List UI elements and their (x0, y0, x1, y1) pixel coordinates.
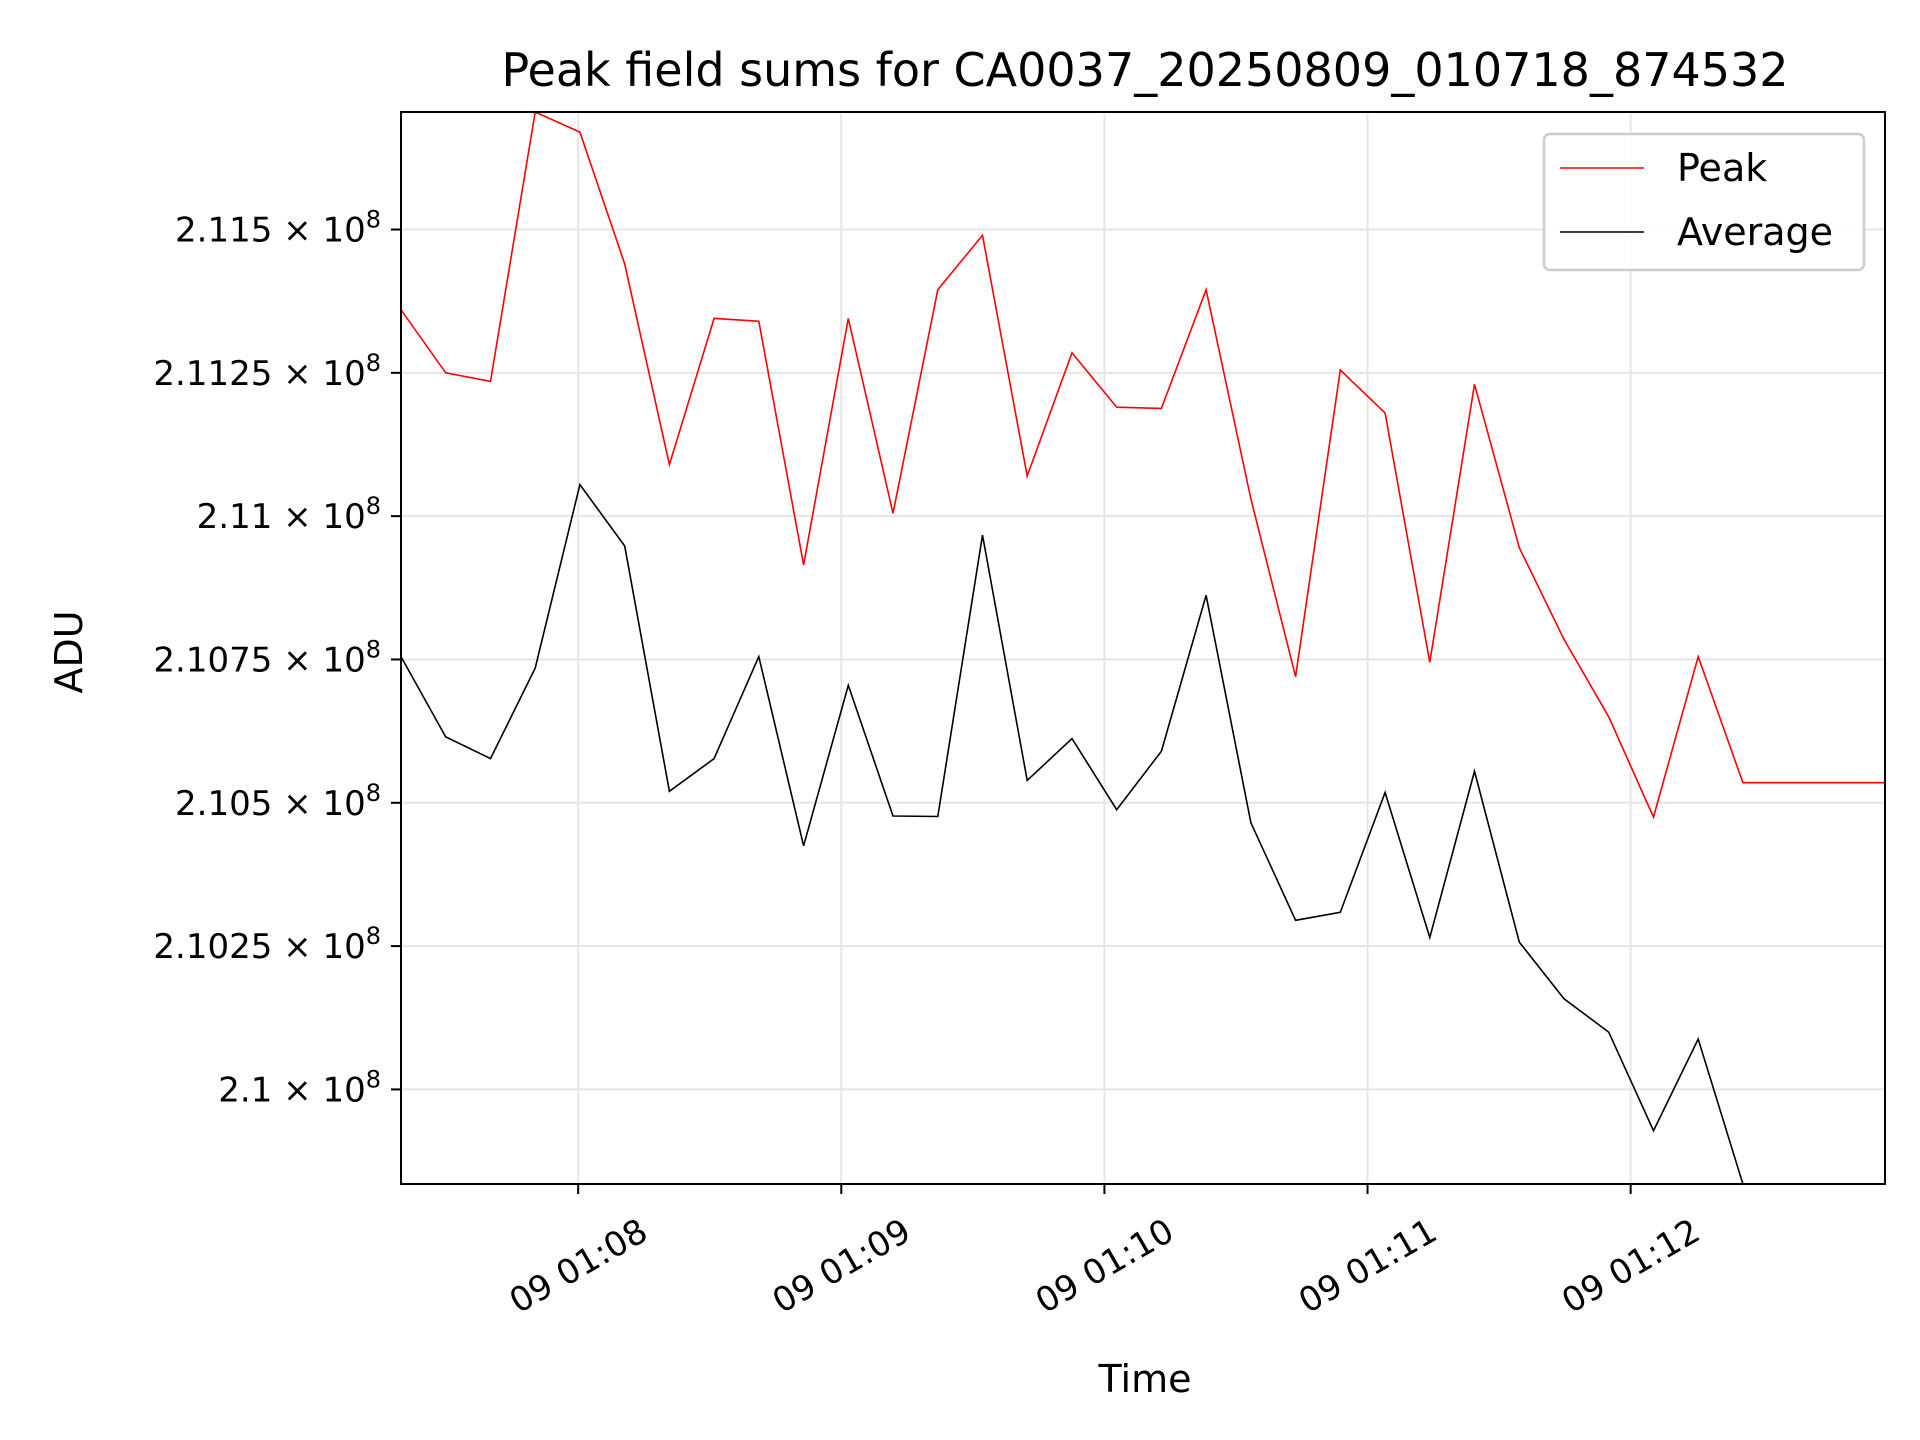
y-tick-label: 2.115 × 108 (175, 206, 381, 251)
y-tick-label: 2.1 × 108 (218, 1065, 381, 1110)
y-tick-exponent: 8 (366, 779, 381, 807)
y-axis-label: ADU (47, 610, 91, 693)
grid (401, 112, 1885, 1184)
legend-label-average: Average (1677, 210, 1833, 254)
y-tick-exponent: 8 (366, 635, 381, 663)
y-tick-mantissa: 2.11 × 10 (197, 497, 366, 537)
chart-title: Peak field sums for CA0037_20250809_0107… (501, 43, 1788, 97)
x-axis-label: Time (1098, 1357, 1192, 1401)
y-tick-label: 2.1075 × 108 (153, 635, 381, 680)
y-tick-label: 2.1125 × 108 (153, 349, 381, 394)
y-tick-label: 2.1025 × 108 (153, 922, 381, 967)
y-tick-mantissa: 2.105 × 10 (175, 784, 366, 824)
series-line-peak (401, 112, 1885, 820)
legend: Peak Average (1542, 132, 1866, 272)
y-tick-mantissa: 2.115 × 10 (175, 211, 366, 251)
y-tick-exponent: 8 (366, 1065, 381, 1093)
series-line-average (401, 482, 1885, 1184)
legend-label-peak: Peak (1677, 146, 1767, 190)
y-tick-mantissa: 2.1075 × 10 (153, 640, 365, 680)
series-lines (401, 112, 1885, 1184)
y-tick-mantissa: 2.1125 × 10 (153, 354, 365, 394)
y-tick-label: 2.11 × 108 (197, 492, 381, 537)
y-tick-exponent: 8 (366, 922, 381, 950)
y-tick-mantissa: 2.1 × 10 (218, 1070, 365, 1110)
plot-frame (400, 111, 1886, 1185)
y-tick-exponent: 8 (366, 206, 381, 234)
y-tick-exponent: 8 (366, 349, 381, 377)
y-tick-mantissa: 2.1025 × 10 (153, 927, 365, 967)
y-tick-exponent: 8 (366, 492, 381, 520)
y-tick-label: 2.105 × 108 (175, 779, 381, 824)
